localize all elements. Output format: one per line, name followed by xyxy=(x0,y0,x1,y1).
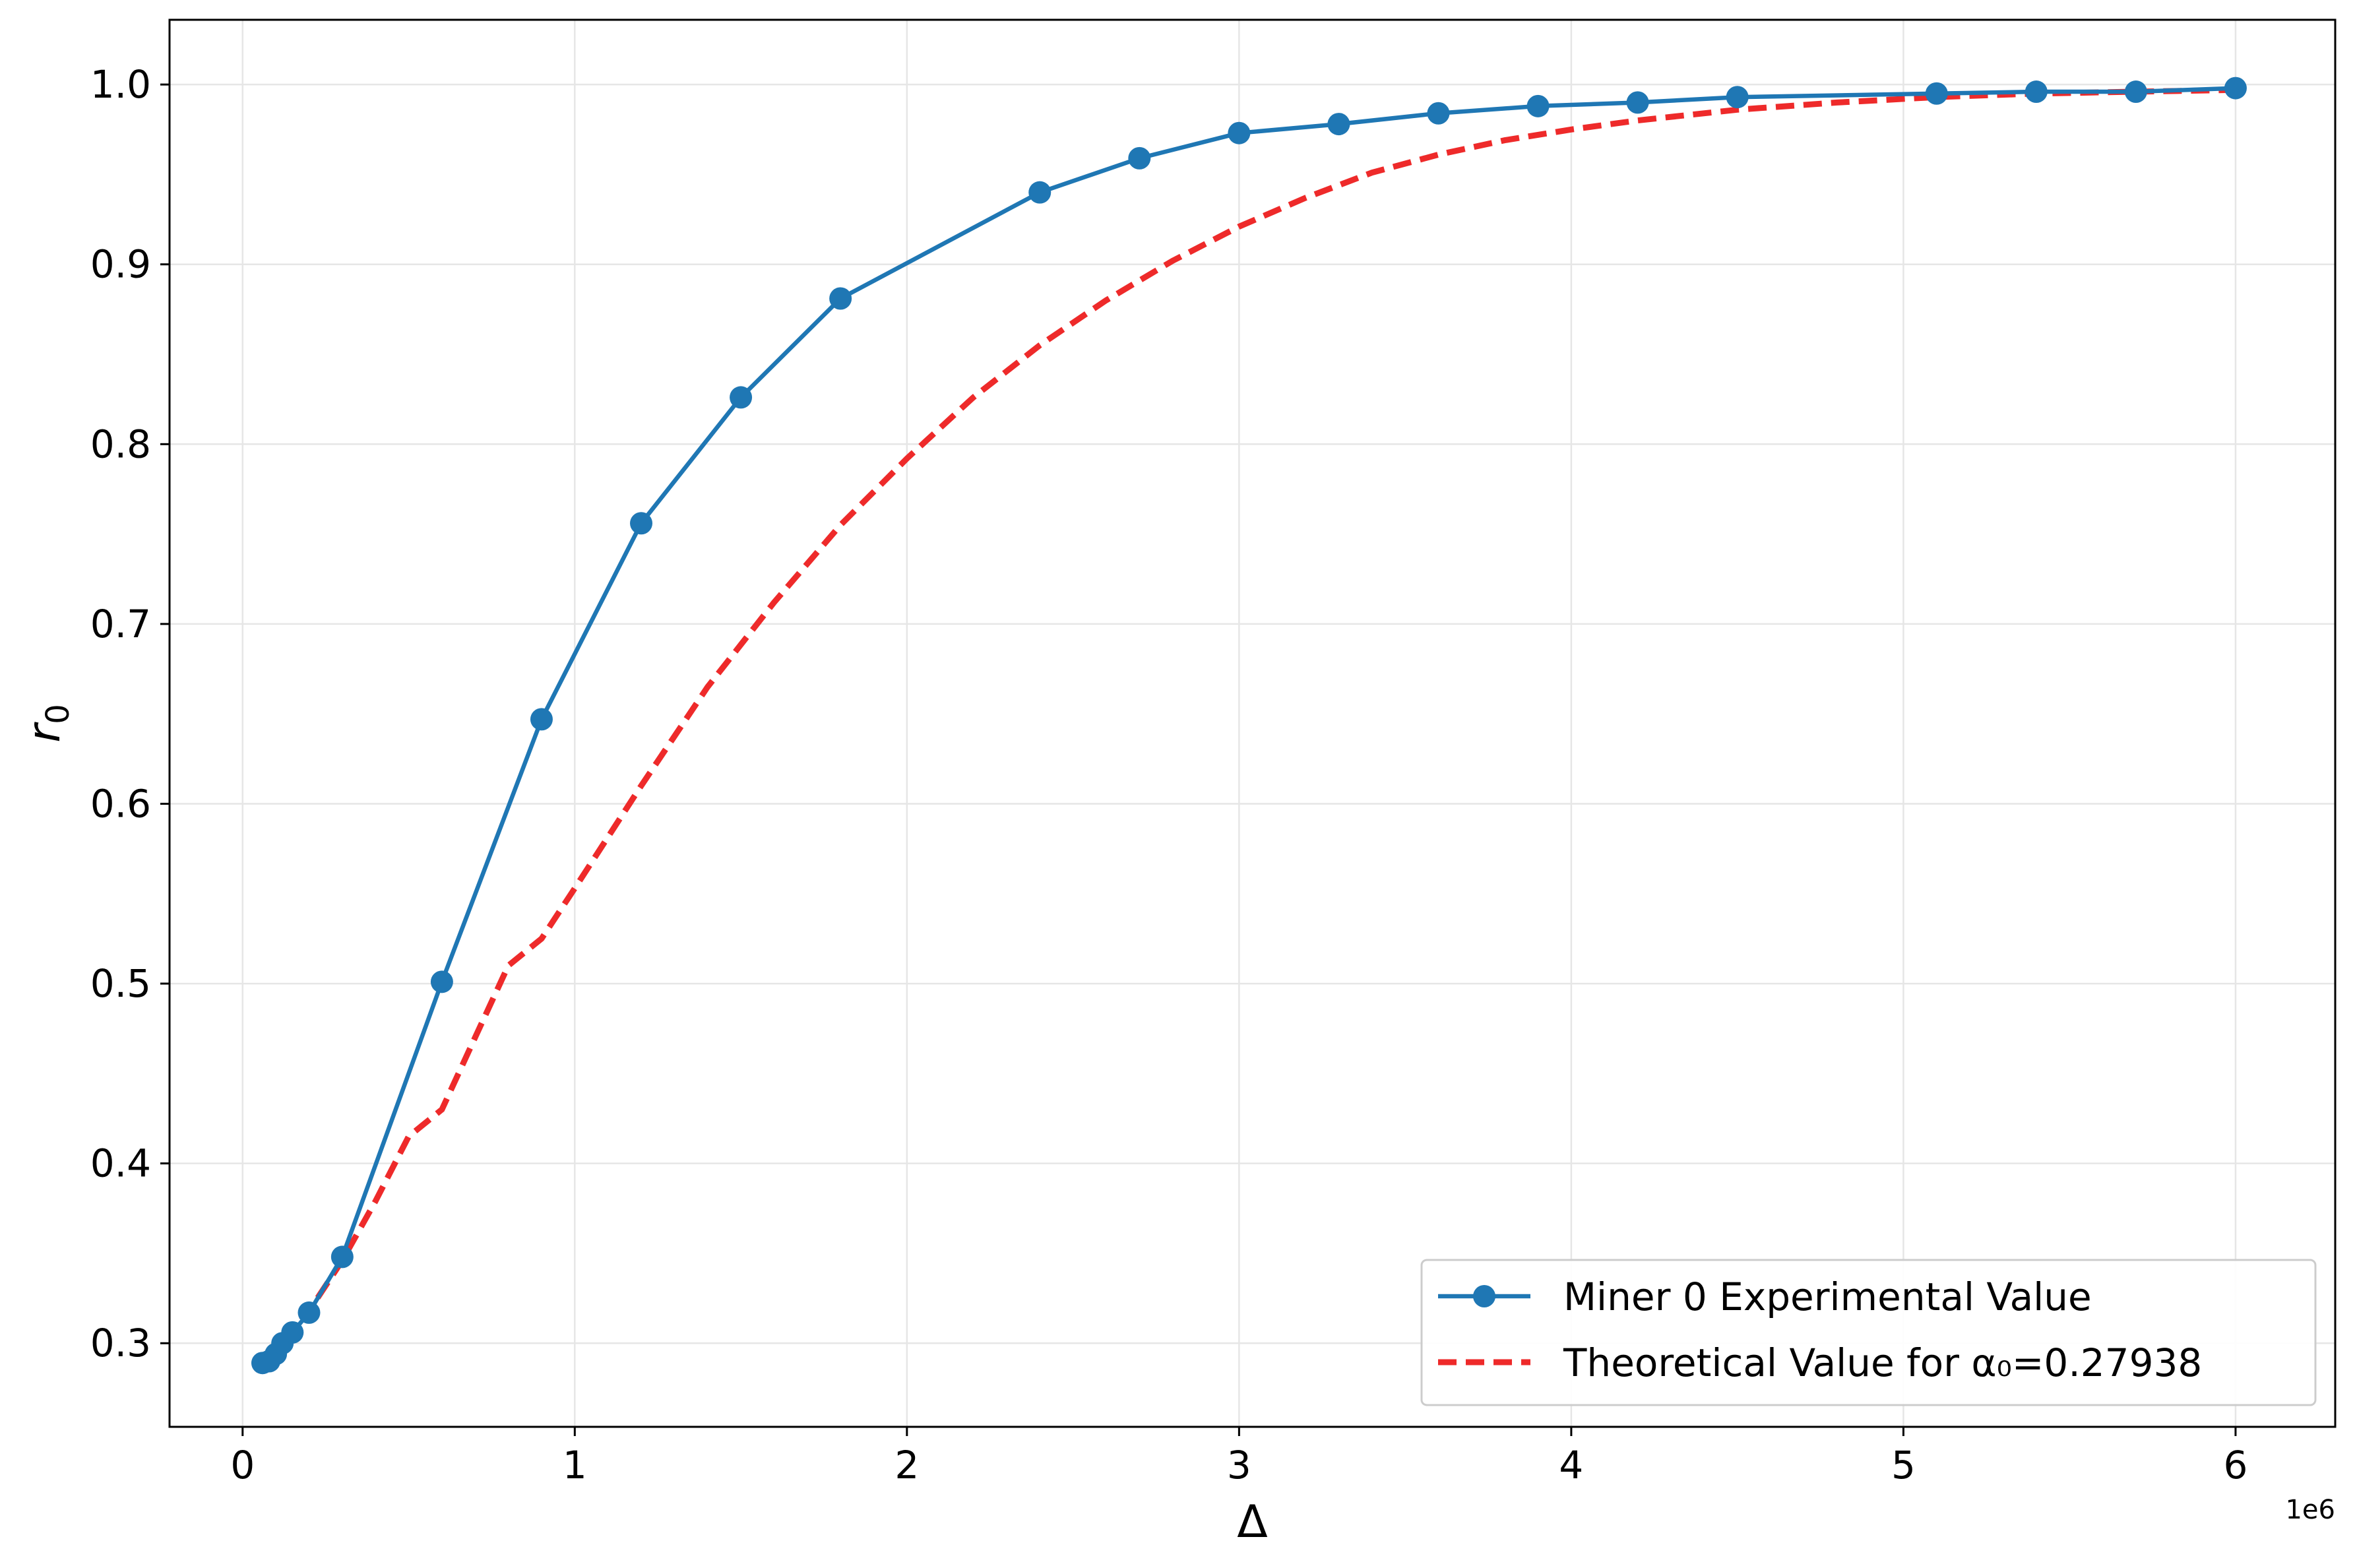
x-tick-label: 1 xyxy=(563,1443,587,1488)
x-axis-offset-text: 1e6 xyxy=(2285,1495,2335,1525)
y-tick-label: 0.7 xyxy=(90,602,151,646)
experimental-point xyxy=(730,386,753,409)
experimental-point xyxy=(1526,94,1550,117)
experimental-point xyxy=(298,1301,321,1324)
experimental-point xyxy=(2025,80,2048,104)
x-tick-label: 3 xyxy=(1227,1443,1251,1488)
experimental-point xyxy=(430,970,453,993)
legend-label-theoretical: Theoretical Value for α₀=0.27938 xyxy=(1563,1340,2202,1385)
experimental-point xyxy=(1128,146,1151,170)
y-tick-label: 0.5 xyxy=(90,961,151,1006)
theoretical-curve xyxy=(261,86,2236,1362)
y-tick-label: 0.4 xyxy=(90,1141,151,1186)
grid-lines xyxy=(170,20,2335,1427)
experimental-point xyxy=(1726,86,1749,109)
y-axis-label: r0 xyxy=(18,704,77,743)
axis-ticks: 0 1 2 3 4 5 6 0.3 0.4 0.5 0.6 0.7 0.8 0.9 1.0 xyxy=(90,62,2248,1488)
y-axis-label-subscript: 0 xyxy=(40,704,77,724)
y-tick-label: 0.3 xyxy=(90,1321,151,1365)
experimental-point xyxy=(2124,80,2147,104)
x-tick-label: 4 xyxy=(1559,1443,1583,1488)
legend: Miner 0 Experimental Value Theoretical V… xyxy=(1420,1259,2317,1406)
series-layer xyxy=(251,77,2247,1375)
plot-area-frame xyxy=(168,18,2337,1428)
x-tick-label: 2 xyxy=(895,1443,919,1488)
experimental-line xyxy=(262,86,2236,1365)
experimental-point xyxy=(2224,77,2247,100)
x-axis-label: Δ xyxy=(1237,1496,1268,1548)
experimental-point xyxy=(1427,102,1450,125)
x-tick-label: 0 xyxy=(230,1443,255,1488)
y-axis-label-main: r xyxy=(18,722,71,743)
x-tick-label: 5 xyxy=(1891,1443,1916,1488)
experimental-point xyxy=(1327,113,1350,136)
legend-box xyxy=(1420,1259,2317,1406)
y-tick-label: 0.9 xyxy=(90,242,151,287)
experimental-point xyxy=(1925,82,1948,105)
y-tick-label: 0.8 xyxy=(90,422,151,466)
y-tick-label: 1.0 xyxy=(90,62,151,107)
experimental-point xyxy=(630,512,653,535)
experimental-point xyxy=(1028,181,1052,204)
experimental-point xyxy=(281,1321,304,1344)
legend-marker-experimental xyxy=(1473,1285,1495,1307)
x-tick-label: 6 xyxy=(2223,1443,2247,1488)
experimental-point xyxy=(829,287,852,310)
experimental-point xyxy=(530,708,553,731)
y-tick-label: 0.6 xyxy=(90,781,151,826)
experimental-point xyxy=(1626,91,1649,114)
legend-label-experimental: Miner 0 Experimental Value xyxy=(1563,1274,2092,1319)
experimental-point xyxy=(1228,121,1251,144)
experimental-point xyxy=(330,1245,354,1269)
